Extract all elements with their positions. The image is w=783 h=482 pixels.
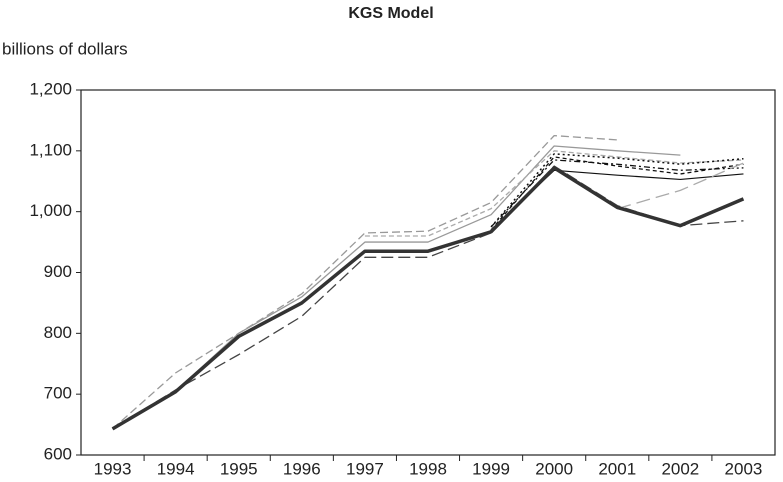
y-tick-label: 1,000 bbox=[29, 201, 72, 220]
y-axis-label: billions of dollars bbox=[2, 39, 128, 58]
y-tick-label: 1,200 bbox=[29, 79, 72, 98]
series-line bbox=[490, 159, 744, 228]
y-tick-label: 1,100 bbox=[29, 140, 72, 159]
x-tick-label: 1996 bbox=[283, 459, 321, 478]
series-line bbox=[112, 165, 744, 430]
chart-title: KGS Model bbox=[348, 5, 433, 22]
y-tick-label: 800 bbox=[44, 323, 72, 342]
series-line bbox=[490, 156, 744, 231]
series-line bbox=[617, 162, 744, 210]
x-tick-label: 2003 bbox=[725, 459, 763, 478]
x-tick-label: 1997 bbox=[346, 459, 384, 478]
x-tick-label: 1993 bbox=[94, 459, 132, 478]
x-tick-label: 1998 bbox=[409, 459, 447, 478]
x-tick-label: 1994 bbox=[157, 459, 195, 478]
series-line bbox=[111, 166, 745, 431]
series-line bbox=[112, 145, 681, 430]
y-tick-label: 900 bbox=[44, 262, 72, 281]
series-line bbox=[112, 134, 618, 430]
x-tick-label: 1995 bbox=[220, 459, 258, 478]
series-line bbox=[364, 150, 744, 237]
x-tick-label: 2001 bbox=[598, 459, 636, 478]
x-tick-label: 2002 bbox=[661, 459, 699, 478]
x-tick-label: 1999 bbox=[472, 459, 510, 478]
y-tick-label: 700 bbox=[44, 384, 72, 403]
y-tick-label: 600 bbox=[44, 444, 72, 463]
plot-frame bbox=[80, 89, 776, 456]
x-tick-label: 2000 bbox=[535, 459, 573, 478]
